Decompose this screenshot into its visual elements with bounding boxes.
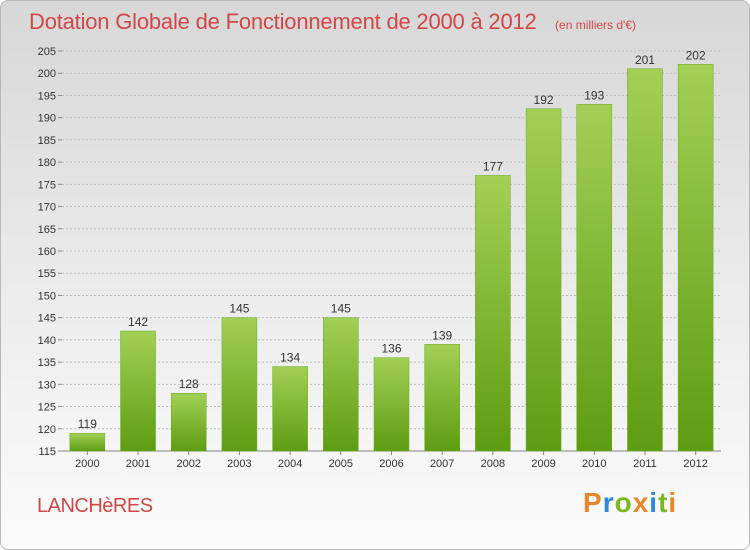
bar-value-label: 192 bbox=[534, 93, 554, 107]
logo-letter: i bbox=[668, 487, 678, 518]
chart-title: Dotation Globale de Fonctionnement de 20… bbox=[29, 9, 636, 35]
y-axis-ticks: 115 120 125 130 135 140 145 150 155 160 165 170 175 1… bbox=[38, 46, 62, 458]
y-tick-label: 160 bbox=[38, 246, 56, 258]
bar bbox=[272, 366, 308, 452]
y-tick-label: 175 bbox=[38, 179, 56, 191]
y-tick-label: 165 bbox=[38, 224, 56, 236]
logo-letter: P bbox=[583, 487, 603, 518]
x-tick-label: 2006 bbox=[379, 458, 403, 470]
y-tick-label: 145 bbox=[38, 313, 56, 325]
bar-value-label: 145 bbox=[229, 302, 249, 316]
bar-value-label: 193 bbox=[584, 88, 604, 102]
bar bbox=[525, 108, 562, 452]
x-tick-label: 2011 bbox=[633, 458, 657, 470]
y-tick-label: 140 bbox=[38, 335, 56, 347]
x-tick-label: 2010 bbox=[582, 458, 606, 470]
bar bbox=[424, 344, 460, 452]
bar-value-label: 202 bbox=[686, 48, 706, 62]
y-tick-label: 130 bbox=[38, 379, 56, 391]
y-tick-label: 185 bbox=[38, 135, 56, 147]
bar-value-label: 142 bbox=[128, 315, 148, 329]
y-tick-label: 115 bbox=[38, 446, 56, 458]
bar bbox=[627, 68, 663, 452]
x-tick-label: 2007 bbox=[430, 458, 454, 470]
x-tick-label: 2002 bbox=[176, 458, 200, 470]
logo-letter: x bbox=[632, 487, 650, 518]
data-labels: 119 142 128 145 134 145 136 139 177 192 193 201 202 bbox=[78, 48, 706, 431]
y-tick-label: 125 bbox=[38, 402, 56, 414]
y-tick-label: 170 bbox=[38, 202, 56, 214]
bar bbox=[576, 104, 613, 452]
x-tick-label: 2005 bbox=[329, 458, 353, 470]
bar-value-label: 201 bbox=[635, 53, 655, 67]
y-tick-label: 190 bbox=[38, 113, 56, 125]
y-tick-label: 180 bbox=[38, 157, 56, 169]
bar bbox=[69, 432, 106, 452]
y-tick-label: 205 bbox=[38, 46, 56, 58]
bar bbox=[120, 330, 156, 452]
y-tick-label: 150 bbox=[38, 290, 56, 302]
bar-value-label: 119 bbox=[78, 417, 97, 431]
bar-value-label: 145 bbox=[331, 302, 351, 316]
proxiti-logo: Proxiti bbox=[583, 487, 677, 519]
bar bbox=[170, 392, 207, 452]
logo-letter: t bbox=[658, 487, 669, 518]
bar-value-label: 134 bbox=[280, 351, 300, 365]
y-tick-label: 155 bbox=[38, 268, 56, 280]
x-tick-label: 2008 bbox=[481, 458, 505, 470]
x-tick-label: 2009 bbox=[531, 458, 555, 470]
chart-unit: (en milliers d'€) bbox=[555, 18, 637, 32]
x-tick-label: 2004 bbox=[278, 458, 302, 470]
bars bbox=[69, 64, 714, 452]
x-tick-label: 2001 bbox=[126, 458, 150, 470]
chart-title-text: Dotation Globale de Fonctionnement de 20… bbox=[29, 9, 537, 34]
logo-letter: r bbox=[602, 487, 615, 518]
bar-value-label: 136 bbox=[381, 342, 401, 356]
bar-value-label: 128 bbox=[179, 377, 199, 391]
x-tick-label: 2012 bbox=[683, 458, 707, 470]
bar bbox=[373, 357, 410, 452]
x-tick-label: 2000 bbox=[75, 458, 99, 470]
commune-name: LANCHèRES bbox=[37, 495, 153, 517]
x-axis-ticks: 2000 2001 2002 2003 2004 2005 2006 2007 2008 2009… bbox=[75, 451, 708, 470]
bar-value-label: 177 bbox=[483, 159, 503, 173]
bar-value-label: 139 bbox=[432, 328, 452, 342]
logo-letter: o bbox=[614, 487, 633, 518]
bar bbox=[475, 175, 511, 452]
y-tick-label: 200 bbox=[38, 68, 56, 80]
y-tick-label: 135 bbox=[38, 357, 56, 369]
y-tick-label: 120 bbox=[38, 424, 56, 436]
logo-letter: i bbox=[649, 487, 659, 518]
y-tick-label: 195 bbox=[38, 90, 56, 102]
x-tick-label: 2003 bbox=[227, 458, 251, 470]
bar bbox=[323, 317, 359, 452]
bar bbox=[677, 64, 714, 452]
bar bbox=[221, 317, 258, 452]
